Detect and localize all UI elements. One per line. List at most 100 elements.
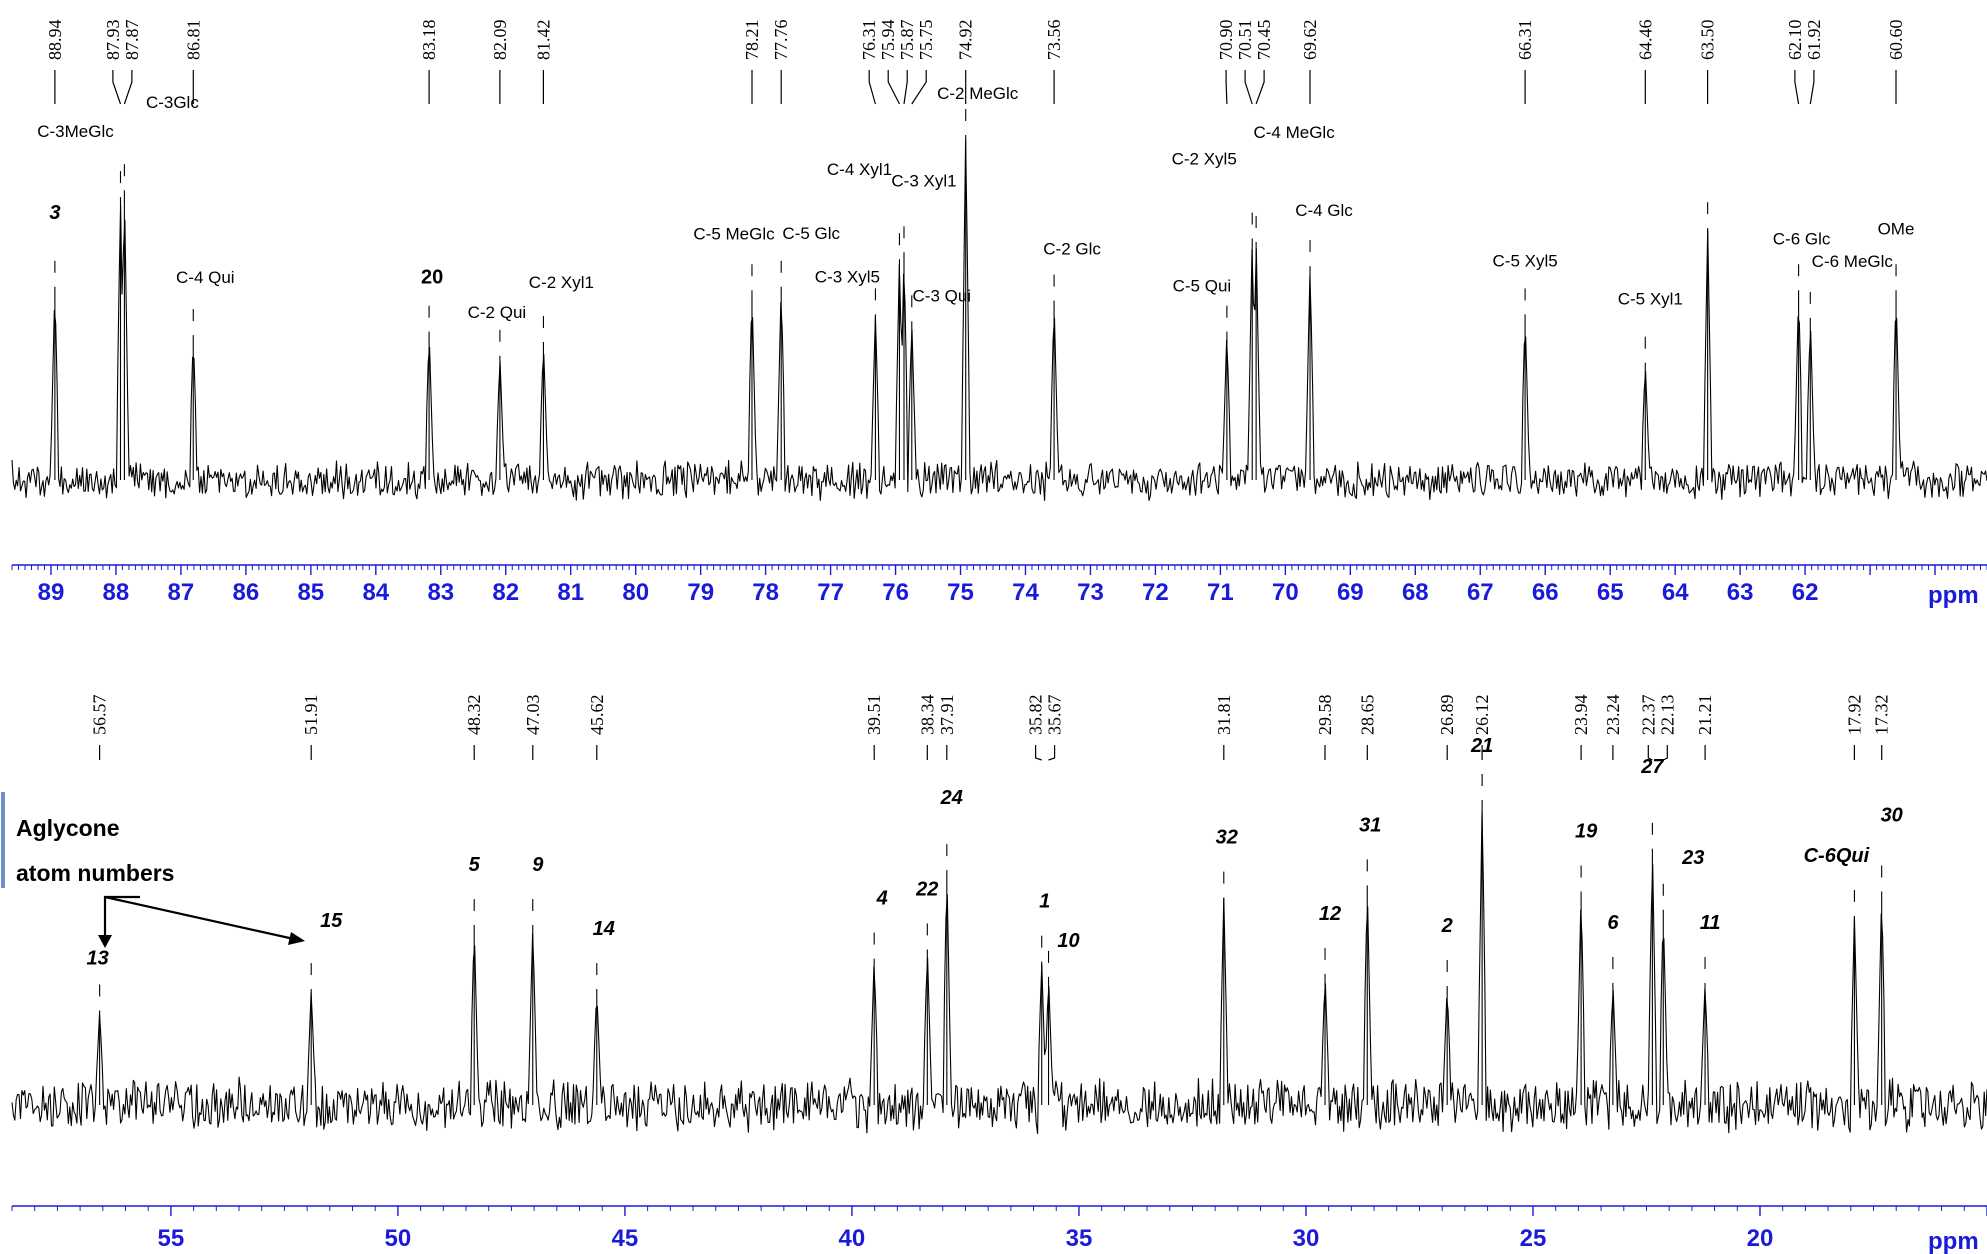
peak-annotation-c-6-meglc: C-6 MeGlc [1812,252,1894,271]
shift-label-22-37: 22.37 [1638,695,1658,736]
shift-leader-87-93 [112,70,122,105]
peak-annotation-c-2-xyl5: C-2 Xyl5 [1172,150,1237,169]
peak-annotation-c-3meglc: C-3MeGlc [37,122,114,141]
peak-annotation-c-4-xyl1: C-4 Xyl1 [827,160,892,179]
tick-label-25: 25 [1520,1225,1547,1252]
tick-label-79: 79 [687,579,714,606]
peak-annotation-c-3-qui: C-3 Qui [913,286,972,305]
shift-label-38-34: 38.34 [917,695,937,736]
shift-leader-70-45 [1255,70,1265,105]
shift-label-66-31: 66.31 [1515,20,1535,61]
shift-label-22-13: 22.13 [1657,695,1677,736]
shift-label-78-21: 78.21 [742,20,762,61]
tick-label-50: 50 [385,1225,412,1252]
spectrum-trace-top [11,140,1987,502]
peak-annotation-21: 21 [1470,735,1493,757]
aglycone-region-spectrum: Aglycone atom numbers 56.57 51.91 48.32 47.… [1,695,1987,1254]
note-arrowhead-15 [288,932,305,945]
shift-label-70-51: 70.51 [1235,20,1255,61]
axis-unit-label: ppm [1928,582,1979,609]
peak-annotation-c-6qui: C-6Qui [1804,845,1870,867]
peak-annotation-24: 24 [940,787,963,809]
shift-label-56-57: 56.57 [90,695,110,736]
peak-annotation-c-2-qui: C-2 Qui [468,303,527,322]
shift-label-62-10: 62.10 [1785,20,1805,61]
shift-label-82-09: 82.09 [490,20,510,61]
tick-label-75: 75 [947,579,974,606]
shift-label-77-76: 77.76 [771,20,791,61]
shift-label-23-24: 23.24 [1603,695,1623,736]
shift-label-70-45: 70.45 [1254,20,1274,61]
peak-annotation-c-5-xyl1: C-5 Xyl1 [1618,290,1683,309]
peak-annotation-27: 27 [1640,756,1664,778]
aglycone-note-line-1: Aglycone [16,815,120,841]
peak-annotation-10: 10 [1057,930,1079,952]
shift-label-39-51: 39.51 [864,695,884,736]
shift-label-21-21: 21.21 [1695,695,1715,736]
shift-label-60-60: 60.60 [1886,20,1906,61]
peak-annotation-c-4-meglc: C-4 MeGlc [1253,123,1335,142]
peak-annotation-c-5-meglc: C-5 MeGlc [693,224,775,243]
tick-label-64: 64 [1662,579,1689,606]
tick-label-84: 84 [362,579,389,606]
tick-label-77: 77 [817,579,844,606]
tick-label-30: 30 [1293,1225,1320,1252]
shift-leader-87-87 [123,70,133,105]
peak-annotation-32: 32 [1216,827,1238,849]
shift-label-35-82: 35.82 [1026,695,1046,736]
tick-label-62: 62 [1792,579,1819,606]
tick-label-86: 86 [233,579,260,606]
tick-label-83: 83 [427,579,454,606]
peak-annotation-c-2-xyl1: C-2 Xyl1 [529,273,594,292]
peak-annotation-c-5-xyl5: C-5 Xyl5 [1493,251,1558,270]
peak-annotation-14: 14 [593,918,615,940]
tick-label-55: 55 [158,1225,185,1252]
shift-leader-35-67 [1048,745,1056,761]
peak-annotation-c-4-qui: C-4 Qui [176,268,235,287]
shift-label-69-62: 69.62 [1300,20,1320,61]
tick-label-89: 89 [38,579,65,606]
shift-label-74-92: 74.92 [956,20,976,61]
shift-label-86-81: 86.81 [183,20,203,61]
peak-annotation-2: 2 [1441,915,1453,937]
tick-label-73: 73 [1077,579,1104,606]
shift-label-26-12: 26.12 [1472,695,1492,736]
shift-label-87-93: 87.93 [103,20,123,61]
shift-label-35-67: 35.67 [1045,695,1065,736]
peak-annotation-4: 4 [876,888,888,910]
shift-label-17-32: 17.32 [1872,695,1892,736]
shift-label-29-58: 29.58 [1315,695,1335,736]
shift-label-88-94: 88.94 [45,20,65,61]
tick-label-63: 63 [1727,579,1754,606]
shift-label-76-31: 76.31 [859,20,879,61]
peak-annotation-9: 9 [532,854,544,876]
shift-label-63-50: 63.50 [1698,20,1718,61]
tick-label-72: 72 [1142,579,1169,606]
shift-label-73-56: 73.56 [1044,20,1064,61]
peak-annotation-c-3glc: C-3Glc [146,93,199,112]
spectrum-trace-bottom [11,810,1987,1135]
peak-annotation-c-3-xyl5: C-3 Xyl5 [815,267,880,286]
shift-leader-75-87 [903,70,908,105]
shift-label-61-92: 61.92 [1804,20,1824,61]
shift-label-17-92: 17.92 [1844,695,1864,736]
peak-annotation-31: 31 [1359,814,1381,836]
peak-annotation-30: 30 [1881,805,1903,827]
shift-label-81-42: 81.42 [533,20,553,61]
shift-label-45-62: 45.62 [587,695,607,736]
tick-label-35: 35 [1066,1225,1093,1252]
shift-label-47-03: 47.03 [523,695,543,736]
peak-annotation-c-2-glc: C-2 Glc [1043,240,1101,259]
axis-unit-label: ppm [1928,1228,1979,1254]
shift-label-48-32: 48.32 [464,695,484,736]
tick-label-45: 45 [612,1225,639,1252]
peak-annotation-19: 19 [1575,821,1598,843]
shift-label-37-91: 37.91 [937,695,957,736]
shift-label-70-90: 70.90 [1216,20,1236,61]
shift-label-26-89: 26.89 [1437,695,1457,736]
shift-leader-62-10 [1794,70,1800,105]
shift-leader-22-37 [1647,745,1653,761]
tick-label-76: 76 [882,579,909,606]
peak-annotation-c-3-xyl1: C-3 Xyl1 [891,171,956,190]
